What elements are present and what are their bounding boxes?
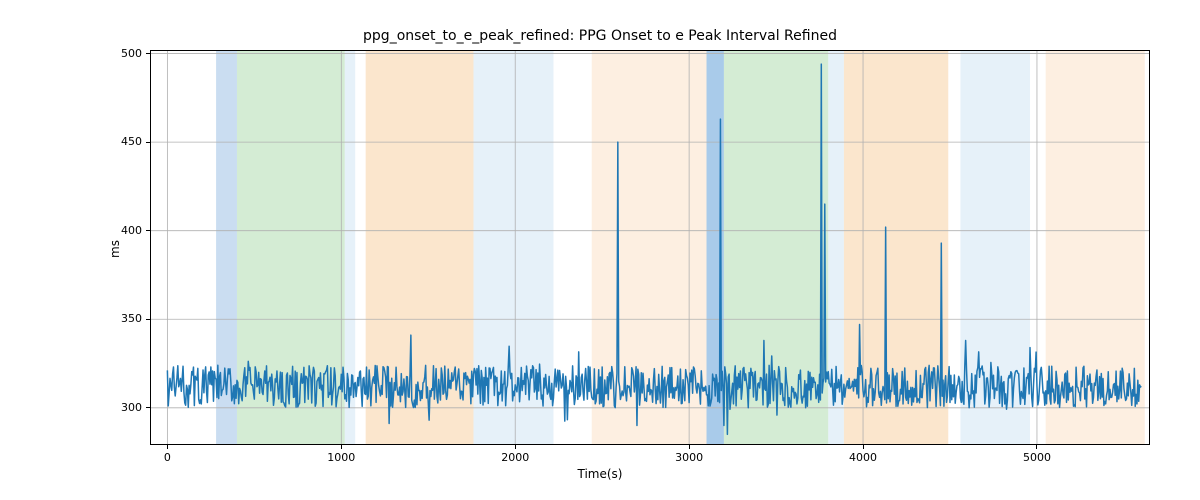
y-tick-label: 350 <box>121 312 142 325</box>
chart-svg <box>150 50 1150 445</box>
x-tick-mark <box>1036 445 1037 449</box>
x-tick-mark <box>167 445 168 449</box>
x-tick-mark <box>341 445 342 449</box>
x-tick-label: 2000 <box>495 451 535 464</box>
y-tick-label: 300 <box>121 401 142 414</box>
x-tick-mark <box>515 445 516 449</box>
y-tick-mark <box>146 319 150 320</box>
chart-axes <box>150 50 1150 445</box>
y-tick-mark <box>146 53 150 54</box>
y-tick-label: 450 <box>121 135 142 148</box>
y-tick-label: 500 <box>121 47 142 60</box>
x-tick-label: 3000 <box>669 451 709 464</box>
x-tick-label: 4000 <box>843 451 883 464</box>
x-tick-label: 5000 <box>1017 451 1057 464</box>
x-axis-label: Time(s) <box>0 467 1200 481</box>
x-tick-label: 1000 <box>321 451 361 464</box>
x-tick-mark <box>689 445 690 449</box>
x-tick-mark <box>863 445 864 449</box>
x-tick-label: 0 <box>147 451 187 464</box>
y-tick-mark <box>146 230 150 231</box>
y-axis-label: ms <box>108 240 122 258</box>
y-tick-mark <box>146 407 150 408</box>
y-tick-label: 400 <box>121 224 142 237</box>
chart-title: ppg_onset_to_e_peak_refined: PPG Onset t… <box>0 28 1200 44</box>
y-tick-mark <box>146 142 150 143</box>
figure: ppg_onset_to_e_peak_refined: PPG Onset t… <box>0 0 1200 500</box>
